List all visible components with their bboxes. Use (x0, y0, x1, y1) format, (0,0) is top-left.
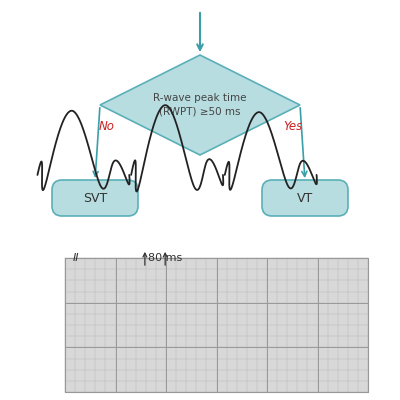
Bar (65, 258, 368, 392)
Text: VT: VT (297, 192, 313, 204)
Text: Yes: Yes (283, 120, 303, 134)
FancyBboxPatch shape (52, 180, 138, 216)
Text: R-wave peak time
(RWPT) ≥50 ms: R-wave peak time (RWPT) ≥50 ms (153, 93, 247, 117)
FancyBboxPatch shape (262, 180, 348, 216)
Text: No: No (99, 120, 115, 134)
Text: 80 ms: 80 ms (148, 253, 182, 263)
Text: SVT: SVT (83, 192, 107, 204)
Polygon shape (100, 55, 300, 155)
Text: II: II (73, 253, 80, 263)
